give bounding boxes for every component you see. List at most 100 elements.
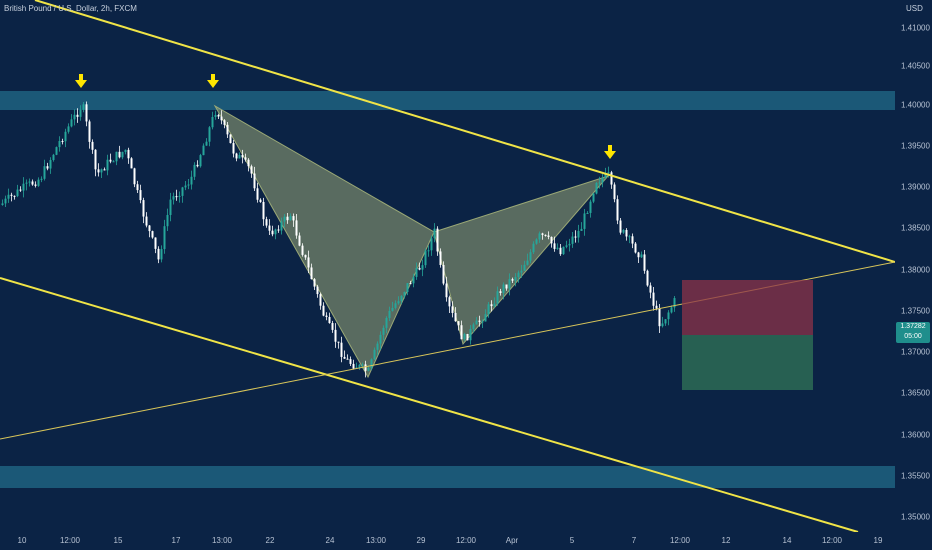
candle-body xyxy=(202,145,205,156)
candle-body xyxy=(31,181,34,185)
candle-body xyxy=(493,303,496,307)
candle-body xyxy=(601,177,604,183)
candle-body xyxy=(67,126,70,132)
candle-body xyxy=(82,104,85,110)
candle-body xyxy=(13,195,16,197)
candle-body xyxy=(250,166,253,174)
candle-body xyxy=(112,161,115,163)
candle-body xyxy=(61,141,64,143)
candle-body xyxy=(403,292,406,296)
candle-body xyxy=(199,155,202,167)
candle-body xyxy=(214,114,217,117)
candle-body xyxy=(544,234,547,236)
candle-body xyxy=(673,298,676,308)
down-arrow-icon[interactable] xyxy=(75,74,87,88)
support-zone[interactable] xyxy=(0,466,895,488)
candle-body xyxy=(580,228,583,231)
candle-body xyxy=(457,321,460,326)
candle-body xyxy=(253,173,256,189)
candle-body xyxy=(526,260,529,265)
candle-body xyxy=(91,141,94,150)
candle-body xyxy=(397,301,400,304)
candle-body xyxy=(532,243,535,253)
pattern-triangle-1[interactable] xyxy=(213,104,435,379)
candle-body xyxy=(40,178,43,180)
candle-body xyxy=(517,272,520,278)
candle-body xyxy=(559,247,562,255)
candle-body xyxy=(331,323,334,330)
candle-body xyxy=(376,343,379,350)
candle-body xyxy=(565,245,568,247)
candle-body xyxy=(622,229,625,233)
price-tick: 1.40500 xyxy=(901,61,930,71)
price-axis[interactable]: 1.41000 1.40500 1.40000 1.39500 1.39000 … xyxy=(895,0,932,532)
candle-body xyxy=(634,243,637,253)
candle-body xyxy=(172,196,175,200)
candle-body xyxy=(58,141,61,148)
candle-body xyxy=(553,243,556,249)
candle-body xyxy=(136,184,139,191)
candle-body xyxy=(283,216,286,222)
candle-body xyxy=(625,229,628,237)
candle-body xyxy=(442,265,445,284)
candle-body xyxy=(427,250,430,252)
time-tick: 12:00 xyxy=(821,536,843,545)
candle-body xyxy=(205,141,208,146)
candle-body xyxy=(583,213,586,229)
time-tick: 24 xyxy=(325,536,335,545)
candle-body xyxy=(346,358,349,360)
candle-body xyxy=(262,201,265,220)
pattern-triangle-2[interactable] xyxy=(433,174,610,346)
candle-body xyxy=(481,321,484,323)
candle-body xyxy=(145,216,148,226)
upper-channel-line[interactable] xyxy=(34,0,895,263)
candle-body xyxy=(358,364,361,368)
time-tick: 17 xyxy=(171,536,181,545)
candle-body xyxy=(268,225,271,231)
candle-body xyxy=(649,285,652,293)
chart-area[interactable]: British Pound / U.S. Dollar, 2h, FXCM xyxy=(0,0,895,532)
candle-body xyxy=(151,231,154,238)
candle-body xyxy=(379,334,382,344)
time-tick: 12 xyxy=(721,536,731,545)
price-chart[interactable] xyxy=(0,0,895,532)
candle-body xyxy=(316,286,319,295)
candle-body xyxy=(604,172,607,178)
candle-body xyxy=(388,310,391,318)
price-tick: 1.36000 xyxy=(901,430,930,440)
down-arrow-icon[interactable] xyxy=(207,74,219,88)
stop-loss-box[interactable] xyxy=(682,280,813,335)
candle-body xyxy=(592,193,595,202)
time-axis[interactable]: 10 12:00 15 17 13:00 22 24 13:00 29 12:0… xyxy=(0,532,932,550)
candle-body xyxy=(64,131,67,142)
candle-body xyxy=(415,267,418,277)
time-tick: 19 xyxy=(873,536,883,545)
candle-body xyxy=(160,249,163,260)
candle-body xyxy=(247,159,250,167)
lower-channel-line[interactable] xyxy=(0,277,859,532)
candle-body xyxy=(448,297,451,307)
candle-body xyxy=(124,149,127,152)
down-arrow-icon[interactable] xyxy=(604,145,616,159)
candle-body xyxy=(217,114,220,117)
candle-body xyxy=(46,166,49,169)
candle-body xyxy=(472,324,475,330)
candle-body xyxy=(97,169,100,173)
time-tick: 13:00 xyxy=(211,536,233,545)
time-tick: 10 xyxy=(17,536,27,545)
candle-body xyxy=(274,229,277,235)
candle-body xyxy=(628,236,631,238)
candle-body xyxy=(361,364,364,366)
candle-body xyxy=(337,341,340,343)
candle-body xyxy=(385,317,388,328)
symbol-title[interactable]: British Pound / U.S. Dollar, 2h, FXCM xyxy=(4,4,137,13)
candle-body xyxy=(79,109,82,117)
candle-body xyxy=(34,184,37,186)
candle-body xyxy=(616,199,619,221)
currency-label[interactable]: USD xyxy=(906,4,923,13)
candle-body xyxy=(244,157,247,160)
take-profit-box[interactable] xyxy=(682,335,813,390)
time-tick: 14 xyxy=(782,536,792,545)
resistance-zone[interactable] xyxy=(0,91,895,110)
candle-body xyxy=(367,367,370,371)
